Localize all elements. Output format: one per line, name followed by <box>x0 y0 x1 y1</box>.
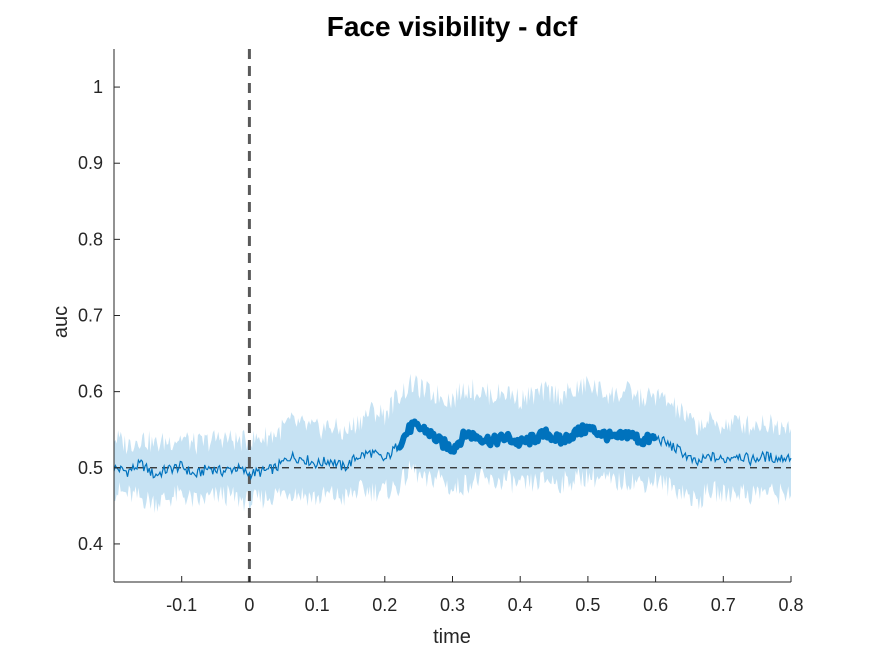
confidence-band <box>114 373 791 514</box>
y-tick-label: 0.5 <box>78 458 103 478</box>
x-tick-label: -0.1 <box>166 595 197 615</box>
chart-title: Face visibility - dcf <box>327 11 578 42</box>
x-tick-label: 0.7 <box>711 595 736 615</box>
y-tick-label: 0.8 <box>78 229 103 249</box>
x-tick-label: 0.8 <box>778 595 803 615</box>
y-axis-label: auc <box>50 306 72 338</box>
x-tick-label: 0 <box>244 595 254 615</box>
x-tick-label: 0.5 <box>575 595 600 615</box>
y-tick-label: 0.9 <box>78 153 103 173</box>
x-axis-label: time <box>433 626 471 648</box>
y-tick-label: 0.4 <box>78 534 103 554</box>
x-tick-label: 0.4 <box>508 595 533 615</box>
x-tick-label: 0.1 <box>305 595 330 615</box>
y-tick-label: 1 <box>93 77 103 97</box>
y-tick-label: 0.7 <box>78 306 103 326</box>
x-tick-label: 0.2 <box>372 595 397 615</box>
x-tick-label: 0.3 <box>440 595 465 615</box>
significant-segment <box>396 418 658 455</box>
x-tick-label: 0.6 <box>643 595 668 615</box>
y-tick-label: 0.6 <box>78 382 103 402</box>
